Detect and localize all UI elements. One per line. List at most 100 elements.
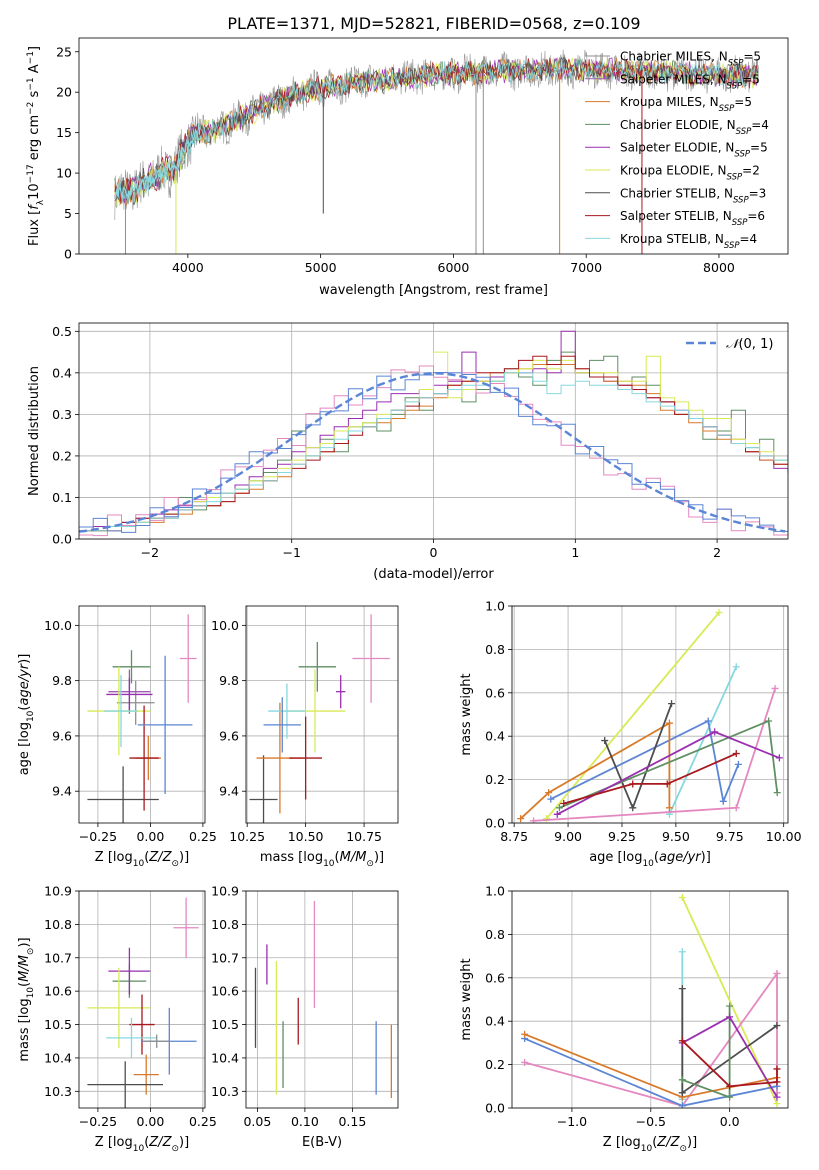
y-tick-label: 10.9 [211,884,239,899]
mass-vs-ebv-frame [245,890,399,1109]
legend-suffix: =4 [740,232,758,246]
mass-weight-point-km [665,719,673,727]
label-part: log [113,850,133,865]
x-tick-label: 0 [430,545,438,560]
y-tick-label: 0.2 [485,772,505,787]
y-tick-label: 9.6 [52,728,72,743]
label-part: mass [ [17,1018,32,1061]
legend-text: Kroupa ELODIE, N [620,164,727,178]
label-part: −2 [26,102,36,115]
mass-weight-point-pink [530,817,538,823]
label-part: f [27,203,42,210]
legend-sub: SSP [736,127,752,137]
label-part: 10 [323,859,335,869]
x-tick-label: 7000 [570,260,602,275]
y-tick-label: 25 [56,44,72,59]
label-part: )] [179,1135,189,1150]
y-tick-label: 10.4 [44,1050,72,1065]
spectrum-ylabel: Flux [fλ10−17 erg cm−2 s−1 A−1] [26,46,46,246]
y-tick-label: 1.0 [485,599,505,614]
y-tick-label: 10.5 [44,1017,72,1032]
mass-weight-point-ce [765,717,773,725]
mass-weight-point-pink [521,1058,529,1066]
y-tick-label: 0.8 [485,927,505,942]
mass-weight-point-ke [543,815,550,823]
histogram-ks [79,372,788,532]
mass-weight-point-ss [678,1037,686,1045]
legend-text: Kroupa STELIB, N [620,232,724,246]
label-part: log [17,998,32,1018]
spectrum-line-ks-bold [114,127,202,200]
mass-weight-point-cs [678,1089,686,1097]
residuals-xlabel: (data-model)/error [373,567,494,582]
legend-text: Chabrier STELIB, N [620,186,733,200]
y-tick-label: 0.8 [485,642,505,657]
mass-weight-point-ce [555,804,563,812]
residuals-plot [79,330,788,537]
mass-weight-point-ks [732,663,740,671]
x-tick-label: 9.25 [608,829,636,844]
x-tick-label: −1.0 [557,1114,587,1129]
legend-sub: SSP [727,173,743,183]
legend-text: Chabrier MILES, N [620,50,728,64]
massweight-vs-age-axes [508,605,788,827]
mass-weight-point-cs [773,1022,781,1030]
label-part: ⊙ [171,859,179,869]
legend-suffix: =5 [750,141,768,155]
y-tick-label: 0.6 [485,970,505,985]
mass-weight-line-ss [681,1040,778,1088]
label-part: )] [687,1135,697,1150]
mass-weight-point-cs [629,804,637,812]
y-tick-label: 15 [56,125,72,140]
legend-label-normal: 𝒩(0, 1) [726,337,773,352]
mass-vs-z-plot [87,897,199,1108]
y-tick-label: 10.4 [211,1050,239,1065]
mass-weight-line-blue [550,719,740,805]
label-part: ( [144,1135,149,1150]
legend-label-sm: Salpeter MILES, NSSP=5 [620,72,760,91]
label-part: ( [652,1135,657,1150]
mass-weight-point-km [665,804,673,812]
massweight-vs-age-ylabel: mass weight [459,673,474,755]
legend-text: Kroupa MILES, N [620,95,719,109]
massweight-vs-age-plot [517,609,783,823]
legend-sub: SSP [734,150,750,160]
label-part: ⊙ [679,1144,687,1154]
x-tick-label: 10.50 [288,829,324,844]
label-part: 10 [26,710,36,722]
label-part: Z [ [95,1135,113,1150]
x-tick-label: −0.5 [636,1114,666,1129]
histogram-blue [79,372,788,533]
mass-weight-line-se [556,730,780,816]
label-part: ⊙ [366,859,374,869]
label-part: )] [17,654,32,664]
y-tick-label: 10.6 [44,984,72,999]
mass-weight-point-blue [547,795,555,803]
mass-weight-point-blue [704,717,712,725]
legend-suffix: =5 [743,50,761,64]
legend-label-cs: Chabrier STELIB, NSSP=3 [620,186,766,205]
mass-weight-point-se [553,810,561,818]
label-part: ( [17,982,32,987]
mass-weight-point-ke [773,1100,781,1108]
mass-weight-point-km [545,789,553,797]
y-tick-label: 9.6 [219,728,239,743]
mass-weight-point-se [726,1013,734,1021]
x-tick-label: 2 [713,545,721,560]
x-tick-label: 0.10 [291,1114,319,1129]
mass-weight-point-ss [560,799,568,807]
mass-weight-point-se [711,728,719,736]
x-tick-label: 9.00 [554,829,582,844]
x-tick-label: 10.00 [766,829,802,844]
mass-weight-point-pink [771,684,779,692]
legend-sub: SSP [719,104,735,114]
histogram-ke [79,351,788,532]
y-tick-label: 0.0 [485,1101,505,1116]
mass-weight-point-ss [726,1082,734,1090]
y-tick-label: 10 [56,166,72,181]
label-part: erg [27,135,42,165]
legend-suffix: =3 [749,186,767,200]
mass-vs-ebv-plot [254,901,393,1098]
label-part: age [ [17,742,32,775]
